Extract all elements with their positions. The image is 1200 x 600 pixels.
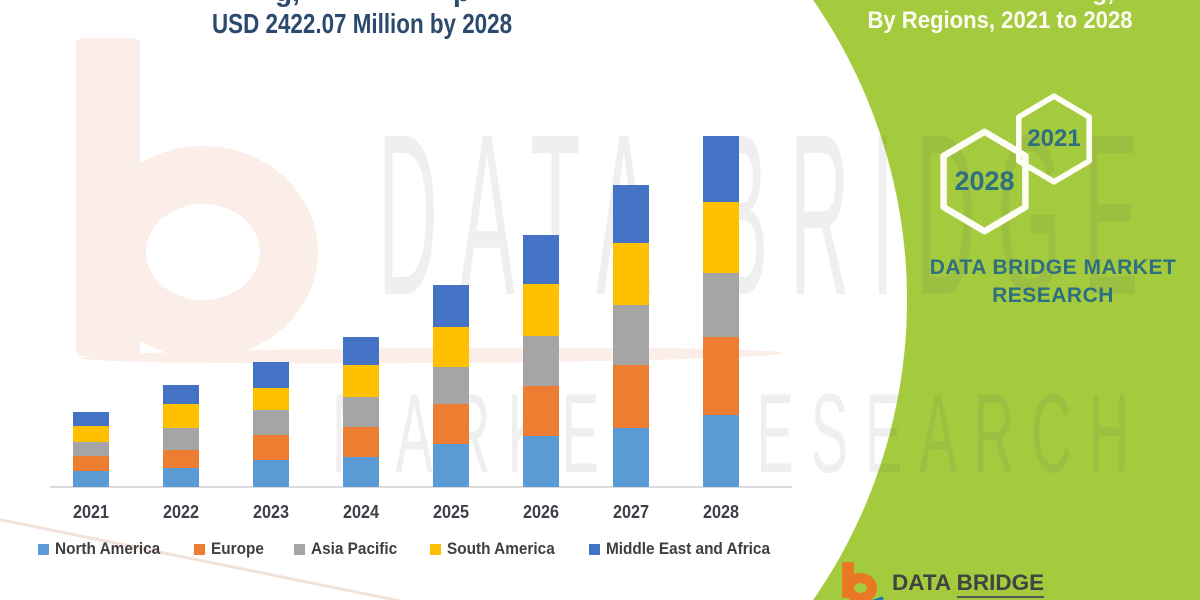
x-tick-2025: 2025 — [432, 502, 470, 522]
legend-item-north-america: North America — [38, 540, 168, 559]
bar-segment-north-america-2022 — [163, 468, 199, 487]
hexagon-2021-label: 2021 — [1027, 125, 1081, 152]
bar-segment-middle-east-and-africa-2022 — [163, 384, 199, 404]
x-tick-2022: 2022 — [162, 502, 200, 522]
footer-logo-word1: DATA — [892, 570, 951, 595]
x-tick-2027: 2027 — [612, 502, 650, 522]
x-tick-2023: 2023 — [252, 502, 290, 522]
bar-segment-europe-2023 — [253, 434, 289, 461]
bar-segment-north-america-2028 — [703, 414, 739, 487]
bar-segment-south-america-2022 — [163, 403, 199, 428]
bar-segment-middle-east-and-africa-2027 — [613, 184, 649, 243]
legend-swatch-icon — [38, 544, 50, 555]
clipped-title-line1: g, p — [175, 0, 545, 7]
bar-segment-south-america-2028 — [703, 201, 739, 273]
bar-segment-middle-east-and-africa-2026 — [523, 234, 559, 284]
bar-segment-south-america-2026 — [523, 283, 559, 336]
bar-segment-north-america-2025 — [433, 443, 469, 487]
footer-logo-text: DATA BRIDGE — [892, 570, 1045, 598]
bar-segment-asia-pacific-2022 — [163, 428, 199, 451]
bar-segment-asia-pacific-2025 — [433, 367, 469, 404]
legend-swatch-icon — [588, 544, 600, 555]
bar-segment-europe-2026 — [523, 385, 559, 436]
bar-segment-north-america-2026 — [523, 435, 559, 487]
bar-segment-asia-pacific-2027 — [613, 304, 649, 365]
legend-item-europe: Europe — [194, 540, 268, 559]
bar-segment-europe-2027 — [613, 364, 649, 428]
x-tick-2024: 2024 — [342, 502, 380, 522]
footer-logo-word2: BRIDGE — [956, 570, 1045, 598]
legend-item-middle-east-and-africa: Middle East and Africa — [588, 540, 782, 559]
bar-segment-europe-2028 — [703, 337, 739, 415]
bar-segment-europe-2025 — [433, 403, 469, 444]
legend-label: Asia Pacific — [311, 540, 398, 558]
legend-label: South America — [446, 540, 555, 558]
legend: North America Europe Asia Pacific South Ame… — [38, 540, 782, 559]
bar-segment-europe-2021 — [73, 455, 109, 472]
bar-segment-asia-pacific-2021 — [73, 441, 109, 456]
hexagon-2021: 2021 — [1014, 93, 1094, 185]
bar-segment-asia-pacific-2026 — [523, 335, 559, 386]
x-tick-2026: 2026 — [522, 502, 560, 522]
hexagon-2028: 2028 — [938, 128, 1031, 235]
clipped-title-fragment: g, — [1092, 0, 1114, 6]
bar-segment-middle-east-and-africa-2025 — [433, 284, 469, 327]
dbmr-brand-line2: RESEARCH — [992, 284, 1114, 307]
legend-item-asia-pacific: Asia Pacific — [294, 540, 404, 559]
hexagon-outline-icon — [1016, 93, 1092, 185]
panel-title-by-regions: By Regions, 2021 to 2028 — [867, 7, 1133, 34]
dbmr-brand-line1: DATA BRIDGE MARKET — [929, 256, 1177, 279]
bar-segment-south-america-2021 — [73, 425, 109, 442]
bar-segment-asia-pacific-2028 — [703, 272, 739, 337]
logo-b-bowl — [844, 573, 877, 600]
legend-label: Middle East and Africa — [605, 540, 770, 558]
legend-swatch-icon — [294, 544, 306, 555]
bar-segment-south-america-2027 — [613, 242, 649, 305]
bar-segment-middle-east-and-africa-2028 — [703, 136, 739, 202]
bar-segment-asia-pacific-2024 — [343, 397, 379, 427]
hexagon-outline-icon — [940, 128, 1029, 235]
chart-title-usd-value: USD 2422.07 Million by 2028 — [212, 8, 513, 39]
footer-logo: DATA BRIDGE MARKET RESEARCH — [833, 556, 1196, 600]
stacked-bar-chart: 2021 2022 2023 2024 2025 2026 2027 2028 North A… — [38, 136, 792, 559]
data-bridge-logo-icon — [833, 560, 889, 600]
clipped-panel-title-line1: g, — [800, 0, 1200, 6]
bar-segment-south-america-2025 — [433, 327, 469, 367]
bar-segment-north-america-2024 — [343, 457, 379, 487]
legend-label: North America — [55, 540, 161, 558]
hexagon-2028-label: 2028 — [954, 166, 1015, 196]
legend-item-south-america: South America — [429, 540, 563, 559]
bar-segment-south-america-2023 — [253, 387, 289, 410]
clipped-title-fragment: g, — [275, 0, 300, 7]
legend-swatch-icon — [194, 544, 206, 555]
bar-segment-middle-east-and-africa-2021 — [73, 411, 109, 426]
bar-segment-north-america-2027 — [613, 428, 649, 487]
clipped-title-fragment: p — [453, 0, 470, 7]
legend-swatch-icon — [429, 544, 441, 555]
bar-segment-asia-pacific-2023 — [253, 409, 289, 435]
legend-label: Europe — [211, 540, 265, 558]
footer-logo-subtitle: MARKET RESEARCH — [894, 597, 1071, 600]
bar-segment-europe-2022 — [163, 450, 199, 468]
x-tick-2028: 2028 — [702, 502, 740, 522]
dbmr-brand-text: DATA BRIDGE MARKET RESEARCH — [903, 254, 1200, 310]
x-tick-2021: 2021 — [72, 502, 110, 522]
bar-segment-south-america-2024 — [343, 364, 379, 397]
bar-segment-middle-east-and-africa-2023 — [253, 361, 289, 388]
x-axis-line — [50, 486, 792, 488]
bar-segment-north-america-2021 — [73, 471, 109, 487]
bar-segment-north-america-2023 — [253, 460, 289, 487]
bar-segment-europe-2024 — [343, 427, 379, 457]
bar-segment-middle-east-and-africa-2024 — [343, 337, 379, 365]
